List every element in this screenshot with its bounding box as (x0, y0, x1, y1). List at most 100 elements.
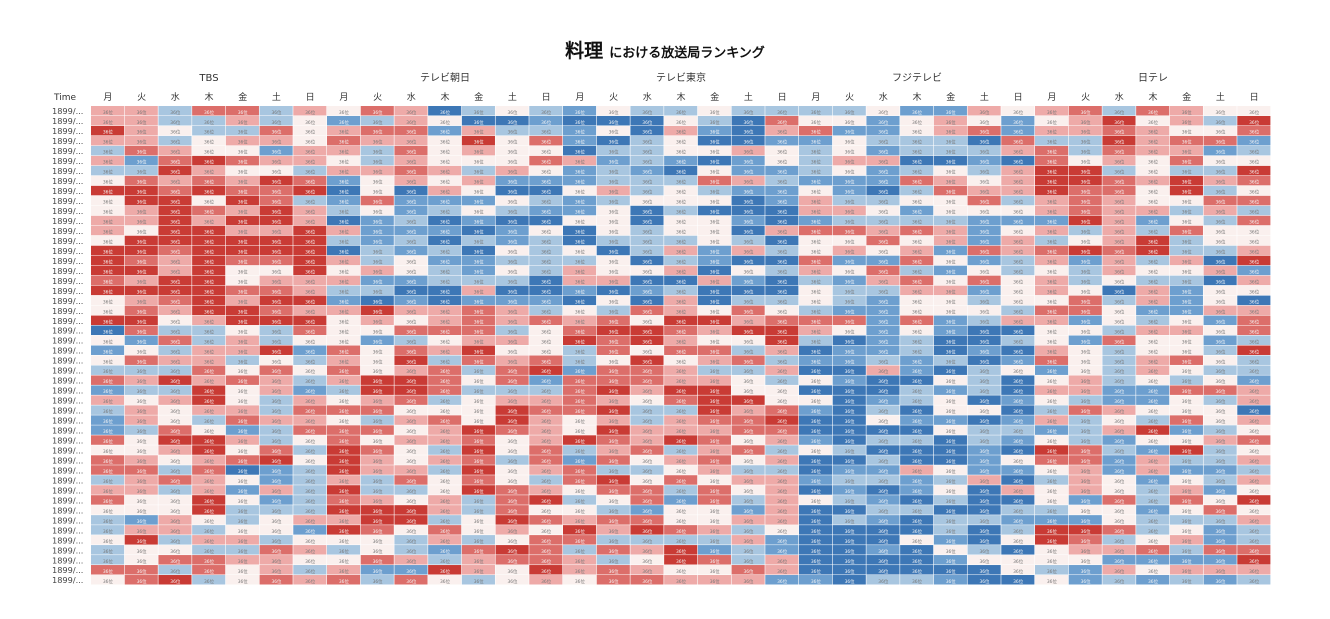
heatmap-cell (1068, 525, 1102, 535)
cell-value-label: 36位 (305, 418, 316, 425)
cell-value-label: 36位 (103, 209, 114, 216)
heatmap-cell (1169, 465, 1203, 475)
heatmap-cell (1102, 495, 1136, 505)
cell-value-label: 36位 (912, 358, 923, 365)
cell-value-label: 36位 (1182, 388, 1193, 395)
day-header: 土 (1216, 91, 1225, 103)
cell-value-label: 36位 (170, 219, 181, 226)
heatmap-cell (967, 535, 1001, 545)
heatmap-cell (428, 106, 462, 116)
heatmap-cell (1169, 325, 1203, 336)
heatmap-cell (1035, 415, 1069, 425)
day-header: 日 (1014, 92, 1023, 103)
cell-value-label: 36位 (541, 159, 552, 166)
cell-value-label: 36位 (541, 268, 552, 275)
heatmap-cell (1169, 355, 1203, 365)
cell-value-label: 36位 (204, 468, 215, 475)
cell-value-label: 36位 (1148, 498, 1159, 505)
heatmap-cell (91, 485, 125, 495)
cell-value-label: 36位 (946, 438, 957, 445)
heatmap-cell (91, 555, 125, 565)
heatmap-cell (394, 495, 428, 505)
cell-value-label: 36位 (777, 558, 788, 565)
cell-value-label: 36位 (541, 528, 552, 535)
heatmap-cell (461, 515, 495, 525)
cell-value-label: 36位 (238, 149, 249, 156)
heatmap-cell (596, 555, 630, 565)
cell-value-label: 36位 (137, 408, 148, 415)
cell-value-label: 36位 (406, 518, 417, 525)
cell-value-label: 36位 (440, 169, 451, 176)
cell-value-label: 36位 (137, 239, 148, 246)
cell-value-label: 36位 (170, 298, 181, 305)
row-label: 1899/... (52, 436, 83, 446)
heatmap-cell (1237, 485, 1271, 495)
heatmap-cell (1035, 245, 1069, 256)
heatmap-cell (1237, 185, 1271, 196)
heatmap-cell (1136, 255, 1170, 266)
cell-value-label: 36位 (642, 448, 653, 455)
heatmap-cell (1102, 185, 1136, 196)
cell-value-label: 36位 (507, 408, 518, 415)
heatmap-cell (697, 525, 731, 535)
row-label: 1899/... (52, 196, 83, 206)
cell-value-label: 36位 (642, 308, 653, 315)
heatmap-cell (360, 515, 394, 525)
heatmap-cell (799, 455, 833, 465)
cell-value-label: 36位 (137, 268, 148, 275)
cell-value-label: 36位 (1249, 109, 1260, 116)
cell-value-label: 36位 (1114, 189, 1125, 196)
cell-value-label: 36位 (777, 278, 788, 285)
cell-value-label: 36位 (845, 209, 856, 216)
cell-value-label: 36位 (1215, 518, 1226, 525)
heatmap-cell (360, 295, 394, 306)
heatmap-cell (1102, 395, 1136, 405)
heatmap-cell (967, 555, 1001, 565)
heatmap-cell (731, 345, 765, 355)
cell-value-label: 36位 (440, 528, 451, 535)
cell-value-label: 36位 (710, 468, 721, 475)
cell-value-label: 36位 (979, 408, 990, 415)
heatmap-cell (293, 285, 327, 296)
cell-value-label: 36位 (878, 458, 889, 465)
day-header: 日 (1250, 92, 1259, 103)
heatmap-cell (1102, 345, 1136, 355)
heatmap-cell (428, 145, 462, 156)
cell-value-label: 36位 (170, 278, 181, 285)
heatmap-cell (900, 265, 934, 276)
cell-value-label: 36位 (103, 428, 114, 435)
cell-value-label: 36位 (238, 229, 249, 236)
heatmap-cell (1136, 545, 1170, 555)
cell-value-label: 36位 (710, 159, 721, 166)
heatmap-cell (91, 405, 125, 415)
row-label: 1899/... (52, 426, 83, 436)
heatmap-cell (225, 145, 259, 156)
heatmap-cell (428, 425, 462, 435)
heatmap-cell (933, 385, 967, 395)
heatmap-cell (394, 106, 428, 116)
cell-value-label: 36位 (1215, 169, 1226, 176)
cell-value-label: 36位 (1081, 518, 1092, 525)
cell-value-label: 36位 (912, 288, 923, 295)
heatmap-cell (225, 345, 259, 355)
heatmap-cell (967, 375, 1001, 385)
cell-value-label: 36位 (1047, 109, 1058, 116)
cell-value-label: 36位 (1114, 458, 1125, 465)
heatmap-cell (866, 365, 900, 375)
cell-value-label: 36位 (845, 418, 856, 425)
cell-value-label: 36位 (271, 558, 282, 565)
heatmap-cell (293, 525, 327, 535)
cell-value-label: 36位 (676, 219, 687, 226)
cell-value-label: 36位 (271, 189, 282, 196)
heatmap-cell (529, 365, 563, 375)
heatmap-cell (293, 195, 327, 206)
heatmap-cell (1136, 275, 1170, 286)
cell-value-label: 36位 (979, 199, 990, 206)
heatmap-cell (91, 115, 125, 126)
heatmap-cell (866, 565, 900, 575)
heatmap-cell (630, 305, 664, 316)
heatmap-cell (866, 295, 900, 306)
cell-value-label: 36位 (676, 388, 687, 395)
heatmap-cell (225, 295, 259, 306)
heatmap-cell (428, 465, 462, 475)
